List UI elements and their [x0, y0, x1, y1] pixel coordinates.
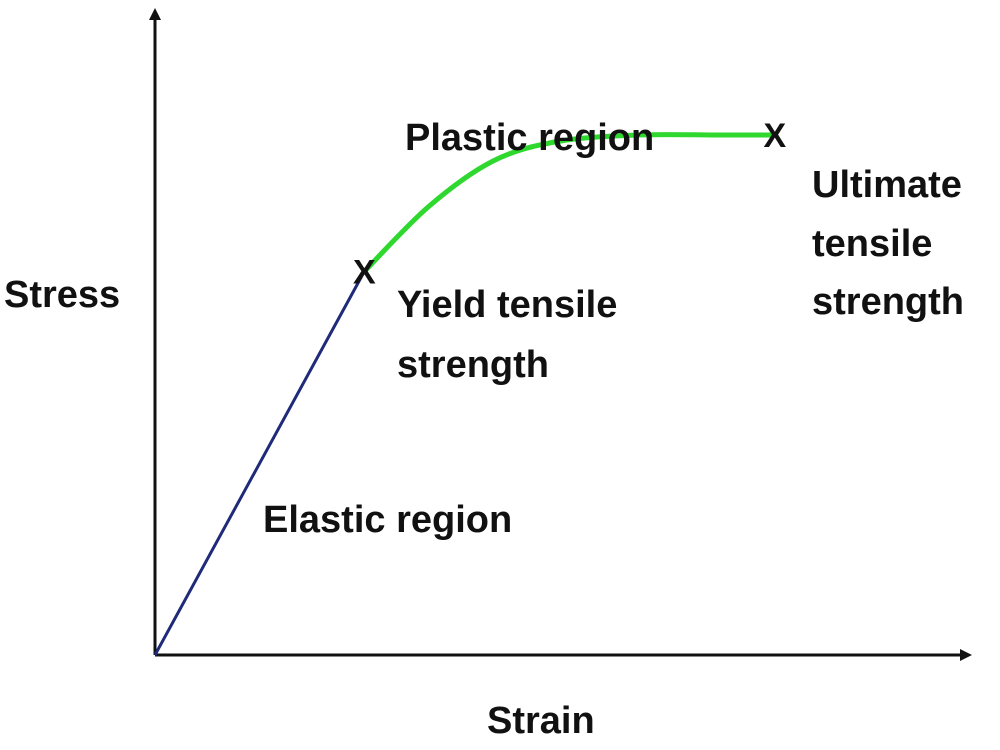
ultimate-strength-label-line-1: Ultimate — [812, 164, 962, 206]
ultimate-strength-label-line-2: tensile — [812, 223, 932, 265]
ultimate-strength-label-line-3: strength — [812, 281, 964, 323]
plastic-region-label: Plastic region — [405, 117, 654, 159]
yield-strength-label-line-2: strength — [397, 344, 549, 386]
elastic-region-label: Elastic region — [263, 499, 512, 541]
yield-strength-label-line-1: Yield tensile — [397, 284, 617, 326]
plastic-region-curve — [361, 132, 778, 274]
x-axis-label: Strain — [487, 700, 595, 742]
elastic-region-line — [153, 270, 366, 656]
y-axis-label: Stress — [4, 274, 120, 316]
ultimate-point-marker: X — [764, 117, 787, 155]
yield-point-marker: X — [353, 254, 376, 292]
